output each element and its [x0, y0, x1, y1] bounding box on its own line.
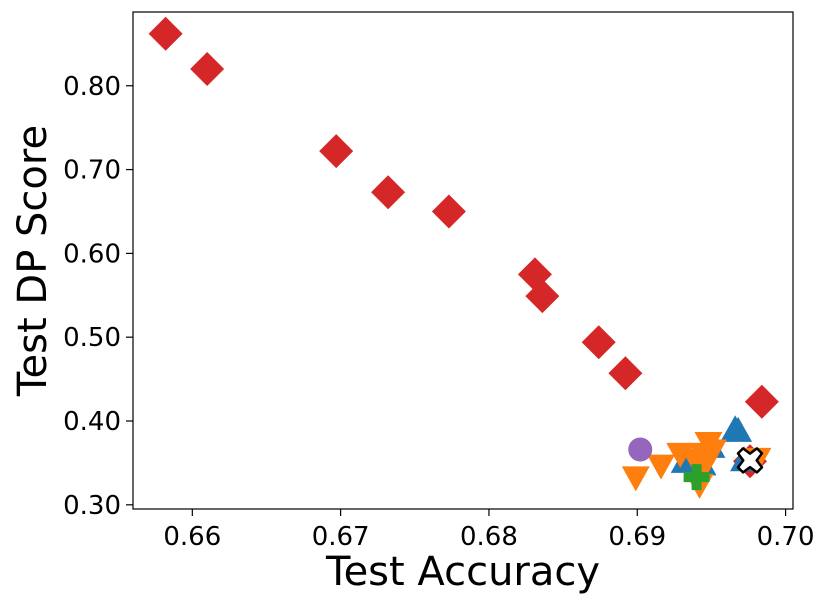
y-tick-label: 0.30 [63, 491, 121, 521]
triangle-down-marker [698, 439, 727, 465]
diamond-marker [319, 134, 354, 169]
triangle-down-marker [690, 455, 719, 481]
x-axis-ticks: 0.66 0.67 0.68 0.69 0.70 [163, 509, 815, 552]
x-tick-label: 0.69 [608, 522, 666, 552]
diamond-marker [371, 175, 406, 210]
plot-frame [132, 11, 794, 510]
y-tick-label: 0.60 [63, 239, 121, 269]
diamond-marker [608, 356, 643, 391]
x-tick-label: 0.70 [757, 522, 815, 552]
diamond-marker [190, 51, 225, 86]
x-marker [736, 447, 764, 474]
x-tick-label: 0.67 [312, 522, 370, 552]
diamond-marker [431, 194, 466, 229]
y-axis-ticks: 0.30 0.40 0.50 0.60 0.70 0.80 [63, 72, 133, 521]
y-tick-label: 0.80 [63, 72, 121, 102]
diamond-marker [581, 325, 616, 360]
y-axis-label: Test DP Score [10, 125, 56, 397]
diamond-marker [525, 279, 560, 314]
diamond-marker [148, 16, 183, 51]
y-tick-label: 0.50 [63, 323, 121, 353]
x-tick-label: 0.66 [163, 522, 221, 552]
circle-marker [628, 437, 653, 462]
data-marks [148, 16, 779, 499]
triangle-down-marker [647, 454, 675, 480]
x-axis-label: Test Accuracy [325, 549, 600, 595]
diamond-marker [744, 384, 779, 419]
y-tick-label: 0.40 [63, 407, 121, 437]
triangle-down-marker [621, 466, 650, 492]
x-tick-label: 0.68 [460, 522, 518, 552]
y-tick-label: 0.70 [63, 156, 121, 186]
triangle-up-marker [724, 416, 753, 442]
plus-marker [683, 464, 710, 491]
